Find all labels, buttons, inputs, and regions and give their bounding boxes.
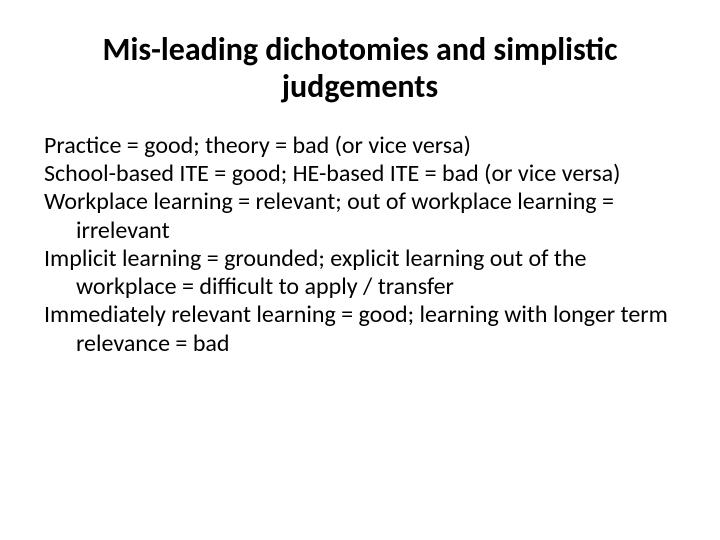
body-paragraph: Workplace learning = relevant; out of wo…: [44, 188, 676, 245]
slide-body: Practice = good; theory = bad (or vice v…: [44, 132, 676, 359]
body-paragraph: Practice = good; theory = bad (or vice v…: [44, 132, 676, 160]
body-paragraph: Implicit learning = grounded; explicit l…: [44, 245, 676, 302]
body-paragraph: Immediately relevant learning = good; le…: [44, 301, 676, 358]
slide-title: Mis-leading dichotomies and simplistic j…: [64, 32, 656, 106]
slide: Mis-leading dichotomies and simplistic j…: [0, 0, 720, 540]
body-paragraph: School-based ITE = good; HE-based ITE = …: [44, 160, 676, 188]
